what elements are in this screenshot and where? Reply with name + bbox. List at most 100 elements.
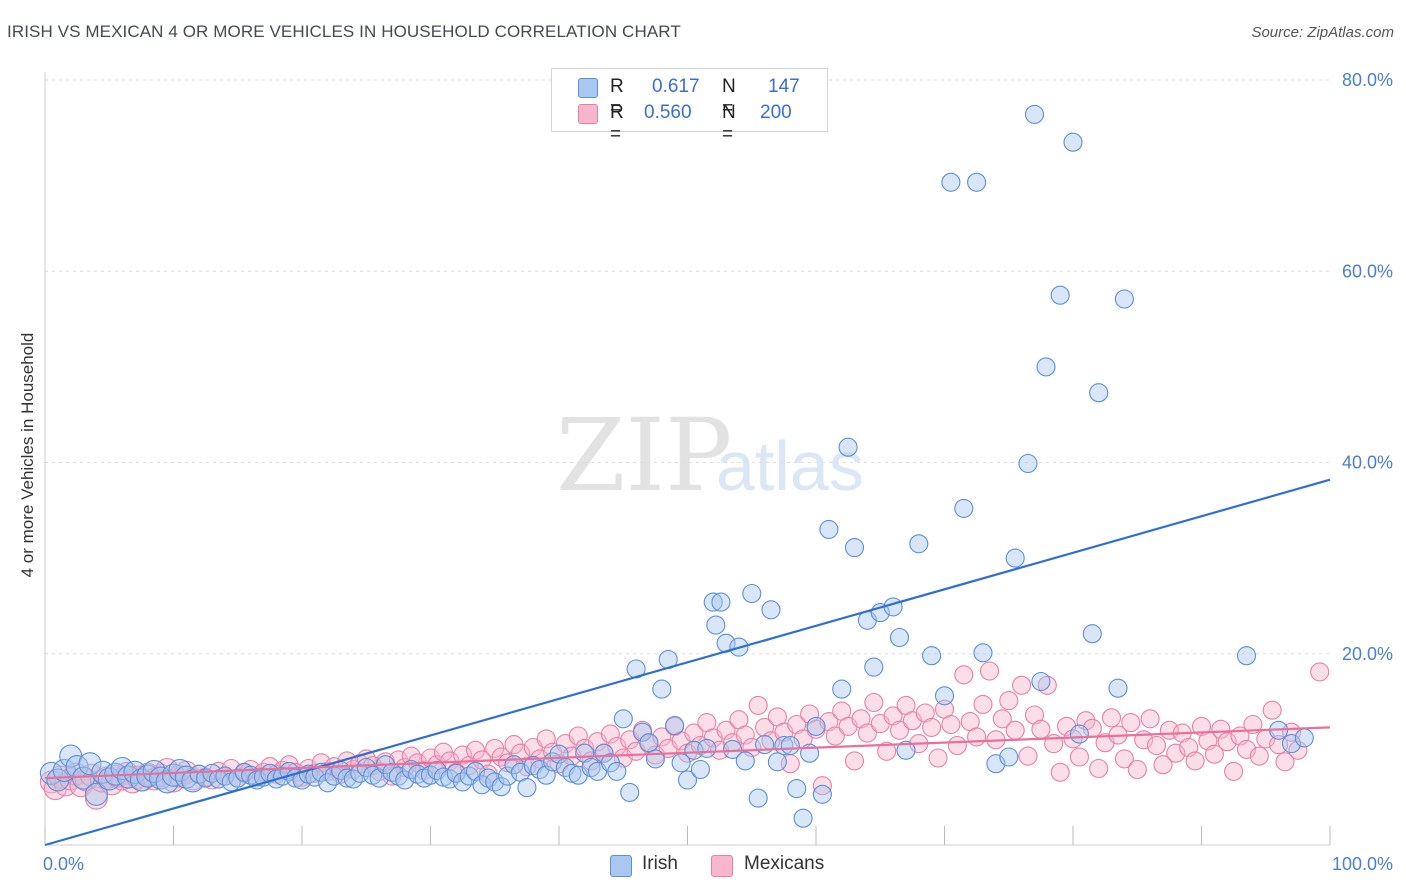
irish-point	[973, 643, 993, 663]
watermark-atlas: atlas	[716, 427, 864, 505]
irish-trend-line	[44, 478, 1331, 847]
mexicans-point	[979, 661, 1000, 681]
mexicans-point	[922, 717, 942, 737]
irish-legend-label: Irish	[642, 853, 678, 874]
irish-point	[498, 766, 518, 786]
irish-point	[632, 722, 653, 742]
irish-point	[742, 583, 762, 604]
legend-box: R = 0.617 N = 147 R = 0.560 N = 200	[551, 68, 828, 145]
mexicans-point	[600, 724, 620, 744]
irish-point	[1063, 132, 1083, 152]
irish-point	[889, 627, 910, 648]
mexicans-point	[844, 751, 865, 771]
mexicans-point	[928, 748, 948, 768]
irish-point	[1069, 724, 1089, 744]
irish-point	[711, 592, 731, 612]
irish-point	[161, 763, 186, 787]
mexicans-point	[1050, 762, 1070, 782]
irish-point	[433, 767, 453, 787]
irish-point	[337, 768, 357, 788]
mexicans-point	[735, 725, 755, 745]
mexicans-point	[1005, 720, 1025, 740]
irish-point	[620, 782, 640, 802]
irish-point	[832, 679, 852, 699]
gridlines	[45, 79, 1330, 655]
chart-title: IRISH VS MEXICAN 4 OR MORE VEHICLES IN H…	[7, 22, 681, 41]
y-tick-label: 60.0%	[1342, 261, 1393, 281]
irish-r-value: 0.617	[652, 76, 700, 97]
mexicans-point	[1024, 705, 1045, 725]
mexicans-n-value: 200	[760, 102, 792, 123]
irish-point	[812, 784, 832, 804]
irish-point	[613, 709, 633, 729]
mexicans-point	[1146, 735, 1167, 756]
mexicans-point	[819, 712, 839, 732]
bottom-legend-irish[interactable]: Irish	[610, 852, 700, 877]
irish-point	[665, 715, 685, 736]
irish-point	[1082, 624, 1102, 644]
irish-point	[722, 739, 743, 759]
mexicans-points	[39, 661, 1330, 810]
mexicans-point	[1127, 759, 1147, 780]
irish-point	[806, 716, 826, 736]
irish-point	[594, 743, 614, 763]
irish-point	[934, 686, 955, 706]
irish-point	[517, 778, 537, 798]
mexicans-point	[465, 740, 486, 760]
irish-point	[883, 597, 903, 617]
irish-point	[1281, 734, 1302, 754]
irish-point	[1031, 671, 1051, 692]
irish-swatch	[578, 78, 598, 98]
mexicans-point	[748, 695, 768, 715]
x-tick-label: 100.0%	[1332, 854, 1393, 874]
irish-point	[780, 735, 800, 756]
irish-points	[39, 104, 1314, 828]
irish-point	[767, 752, 787, 772]
mexicans-r-value: 0.560	[644, 102, 692, 123]
mexicans-point	[1224, 761, 1244, 781]
irish-point	[697, 738, 717, 758]
irish-point	[793, 808, 813, 828]
mexicans-point	[1204, 744, 1224, 764]
irish-point	[690, 759, 710, 780]
mexicans-point	[684, 723, 704, 743]
y-tick-label: 20.0%	[1342, 644, 1393, 664]
mexicans-point	[1275, 752, 1295, 772]
irish-point	[645, 749, 665, 769]
irish-point	[1108, 678, 1128, 698]
mexicans-legend-swatch	[711, 855, 733, 877]
irish-point	[999, 747, 1019, 767]
mexicans-point	[1249, 746, 1269, 766]
irish-point	[607, 761, 627, 781]
irish-point	[1018, 453, 1038, 474]
irish-point	[491, 777, 511, 797]
mexicans-point	[1211, 719, 1231, 739]
mexicans-point	[915, 703, 935, 723]
bottom-legend-mexicans[interactable]: Mexicans	[711, 852, 841, 877]
mexicans-point	[864, 692, 884, 713]
irish-point	[71, 766, 96, 790]
mexicans-point	[1262, 700, 1282, 720]
irish-point	[896, 740, 916, 760]
mexicans-point	[941, 714, 961, 735]
mexicans-point	[992, 709, 1012, 729]
mexicans-point	[1031, 719, 1051, 739]
mexicans-point	[1153, 755, 1173, 775]
mexicans-point	[877, 741, 897, 761]
irish-point	[639, 733, 659, 753]
zipatlas-watermark: ZIP atlas	[556, 398, 864, 508]
mexicans-point	[947, 735, 967, 756]
irish-point	[748, 788, 768, 808]
mexicans-point	[1114, 749, 1134, 769]
irish-point	[909, 534, 929, 554]
mexicans-point	[221, 758, 241, 779]
irish-point	[838, 437, 858, 457]
mexicans-point	[967, 727, 987, 747]
irish-point	[819, 519, 839, 539]
irish-point	[761, 600, 781, 620]
mexicans-point	[716, 720, 736, 740]
mexicans-point	[1069, 747, 1089, 767]
irish-point	[787, 779, 807, 799]
mexicans-point	[1217, 732, 1237, 752]
